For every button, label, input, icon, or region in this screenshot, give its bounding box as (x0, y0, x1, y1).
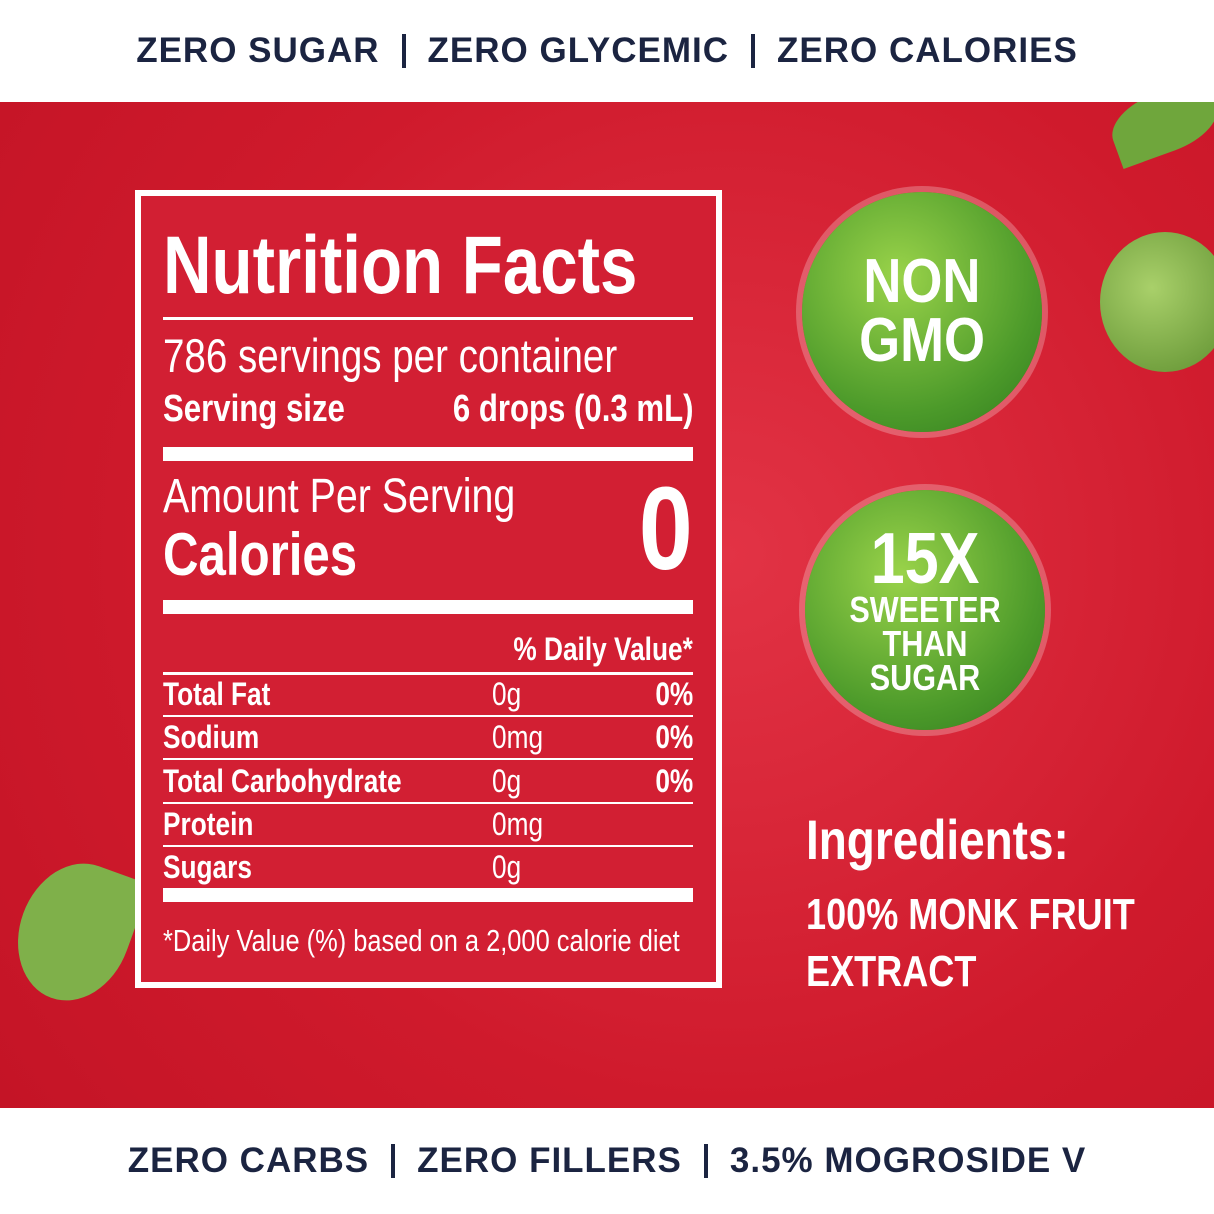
nutrient-percent: 0% (655, 719, 693, 756)
rule (163, 715, 693, 717)
rule (163, 758, 693, 761)
nutrient-name: Sodium (163, 719, 260, 756)
badge-text: NON (863, 247, 981, 317)
bottom-banner: ZERO CARBS ZERO FILLERS 3.5% MOGROSIDE V (0, 1108, 1214, 1214)
ingredients-line: 100% MONK FRUIT (806, 890, 1135, 939)
ingredients-line: EXTRACT (806, 947, 977, 996)
banner-item: ZERO FILLERS (417, 1141, 682, 1180)
separator (401, 34, 406, 68)
badge: NON GMO (802, 192, 1042, 432)
nutrient-name: Protein (163, 805, 254, 842)
banner-item: 3.5% MOGROSIDE V (729, 1141, 1087, 1180)
serving-size-label: Serving size (163, 388, 345, 430)
banner-item: ZERO SUGAR (136, 31, 380, 70)
nutrient-amount: 0g (492, 762, 522, 799)
nutrient-name: Sugars (163, 849, 252, 886)
badge-text: 15X (870, 518, 980, 599)
ingredients-title: Ingredients: (806, 808, 1069, 871)
rule (163, 317, 693, 320)
rule (163, 600, 693, 614)
rule (163, 801, 693, 804)
nutrient-amount: 0mg (492, 719, 544, 756)
fruit (1100, 232, 1214, 372)
servings: 786 servings per container (163, 329, 618, 382)
nutrition-label (135, 190, 722, 988)
calories-value: 0 (639, 463, 693, 595)
nutrient-amount: 0mg (492, 805, 544, 842)
nutrient-percent: 0% (655, 676, 693, 712)
calories-label: Calories (163, 521, 358, 588)
nutrient-name: Total Carbohydrate (163, 762, 402, 799)
leaf (0, 847, 151, 1017)
footnote: *Daily Value (%) based on a 2,000 calori… (163, 923, 680, 958)
banner-item: ZERO GLYCEMIC (427, 31, 730, 70)
leaf (1103, 102, 1214, 170)
badge-text: GMO (859, 306, 985, 375)
rule (163, 844, 693, 847)
amount-per-serving: Amount Per Serving (163, 470, 516, 523)
badge: 15X SWEETER THAN SUGAR (805, 490, 1045, 730)
separator (703, 1144, 708, 1178)
top-banner: ZERO SUGAR ZERO GLYCEMIC ZERO CALORIES (0, 0, 1214, 102)
daily-value-header: % Daily Value* (513, 631, 693, 667)
rule (163, 888, 693, 902)
banner-item: ZERO CARBS (127, 1141, 370, 1180)
banner-item: ZERO CALORIES (777, 31, 1078, 70)
serving-size: 6 drops (0.3 mL) (452, 388, 693, 430)
nutrient-amount: 0g (492, 849, 522, 886)
badge-text: THAN (882, 623, 968, 665)
badge-text: SUGAR (869, 657, 981, 699)
rule (163, 672, 693, 675)
separator (751, 34, 756, 68)
badge-text: SWEETER (849, 588, 1001, 630)
label-title: Nutrition Facts (163, 220, 638, 311)
nutrient-amount: 0g (492, 676, 522, 712)
rule (163, 447, 693, 461)
nutrient-name: Total Fat (163, 676, 271, 712)
separator (391, 1144, 396, 1178)
nutrient-percent: 0% (655, 762, 693, 799)
